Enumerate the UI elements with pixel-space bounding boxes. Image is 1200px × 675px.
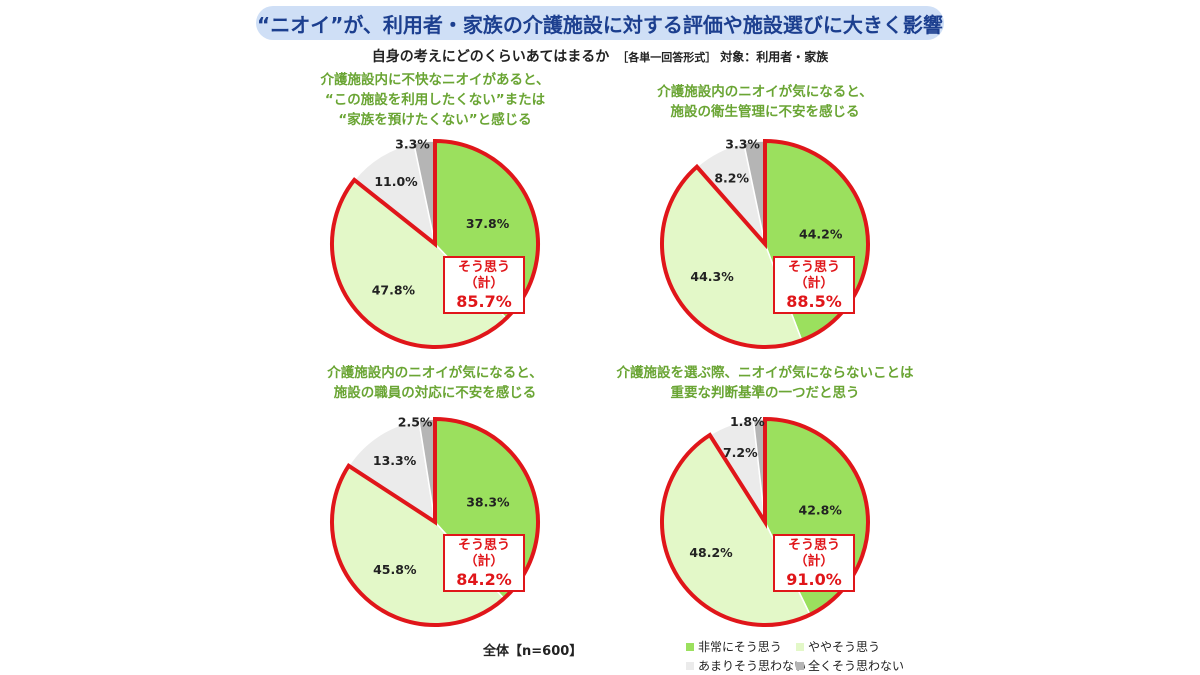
callout-text: 84.2% [456,570,512,589]
legend-swatch [796,642,804,651]
slice-label-disagree: 13.3% [373,453,417,468]
agree-total-callout: そう思う （計） 84.2% [443,534,525,592]
slice-label-disagree: 8.2% [714,171,749,186]
chart-title-line: “家族を預けたくない”と感じる [338,112,532,128]
callout-sub: （計） [464,276,504,291]
survey-target: 対象：利用者・家族 [720,50,829,64]
legend-label: ややそう思う [808,640,881,654]
legend-item-disagree: あまりそう思わない [686,657,806,674]
answer-format: ［各単一回答形式］ [617,51,717,64]
legend-swatch [686,661,694,670]
chart-title-line: 介護施設を選ぶ際、ニオイが気にならないことは [616,365,914,381]
chart-title-line: 介護施設内のニオイが気になると、 [327,365,543,381]
slice-label-strong-agree: 37.8% [466,216,510,231]
chart-title: 介護施設内のニオイが気になると、 施設の職員の対応に不安を感じる [245,363,625,403]
sample-size: 全体【n=600】 [483,644,583,659]
agree-total-callout: そう思う （計） 91.0% [773,534,855,592]
slice-label-strong-disagree: 3.3% [725,137,760,152]
chart-title: 介護施設内のニオイが気になると、 施設の衛生管理に不安を感じる [575,82,955,122]
callout-label: そう思う [787,260,840,275]
legend-label: 全くそう思わない [808,659,905,673]
chart-title-line: “この施設を利用したくない”または [324,92,546,108]
chart-title-line: 介護施設内に不快なニオイがあると、 [320,72,550,88]
slice-label-strong-disagree: 2.5% [398,414,433,429]
agree-total-outline [660,138,870,349]
chart-title: 介護施設を選ぶ際、ニオイが気にならないことは 重要な判断基準の一つだと思う [575,363,955,403]
agree-total-callout: そう思う （計） 85.7% [443,256,525,314]
slice-label-agree: 47.8% [372,283,416,298]
slice-label-strong-disagree: 1.8% [730,414,765,429]
chart-title-line: 施設の衛生管理に不安を感じる [670,104,860,120]
legend-item-agree: ややそう思う [796,638,880,655]
page-title: “ニオイ”が、利用者・家族の介護施設に対する評価や施設選びに大きく影響 [257,12,943,37]
legend-swatch [796,661,804,670]
chart-title-line: 重要な判断基準の一つだと思う [670,385,860,401]
chart-title-line: 介護施設内のニオイが気になると、 [657,84,873,100]
callout-label: そう思う [787,538,840,553]
legend-swatch [686,642,694,651]
callout-text: 85.7% [456,292,512,311]
slice-label-strong-agree: 42.8% [799,502,843,517]
slice-label-disagree: 7.2% [723,445,758,460]
callout-label: そう思う [457,538,510,553]
chart-title: 介護施設内に不快なニオイがあると、 “この施設を利用したくない”または “家族を預け… [245,70,625,130]
legend-label: あまりそう思わない [698,659,807,673]
legend-item-strong-agree: 非常にそう思う [686,638,782,655]
callout-sub: （計） [794,554,834,569]
agree-total-callout: そう思う （計） 88.5% [773,256,855,314]
legend-label: 非常にそう思う [698,640,782,654]
slice-label-agree: 48.2% [689,545,733,560]
chart-title-line: 施設の職員の対応に不安を感じる [333,385,537,401]
slice-label-disagree: 11.0% [374,174,418,189]
callout-sub: （計） [794,276,834,291]
slice-label-strong-disagree: 3.3% [395,137,430,152]
survey-question: 自身の考えにどのくらいあてはまるか ［各単一回答形式］ 対象：利用者・家族 [0,46,1200,66]
agree-total-outline [330,416,540,627]
question-text: 自身の考えにどのくらいあてはまるか [371,49,610,65]
pie-slice-disagree [347,419,437,524]
slice-label-strong-agree: 38.3% [466,495,510,510]
agree-total-outline [330,138,540,349]
slice-label-agree: 44.3% [690,269,734,284]
slice-label-agree: 45.8% [373,562,417,577]
slice-label-strong-agree: 44.2% [799,227,843,242]
callout-text: 88.5% [786,292,842,311]
legend-item-strong-disagree: 全くそう思わない [796,657,904,674]
callout-label: そう思う [457,260,510,275]
title-banner: “ニオイ”が、利用者・家族の介護施設に対する評価や施設選びに大きく影響 [256,6,944,40]
callout-text: 91.0% [786,570,842,589]
callout-sub: （計） [464,554,504,569]
agree-total-outline [660,416,870,627]
